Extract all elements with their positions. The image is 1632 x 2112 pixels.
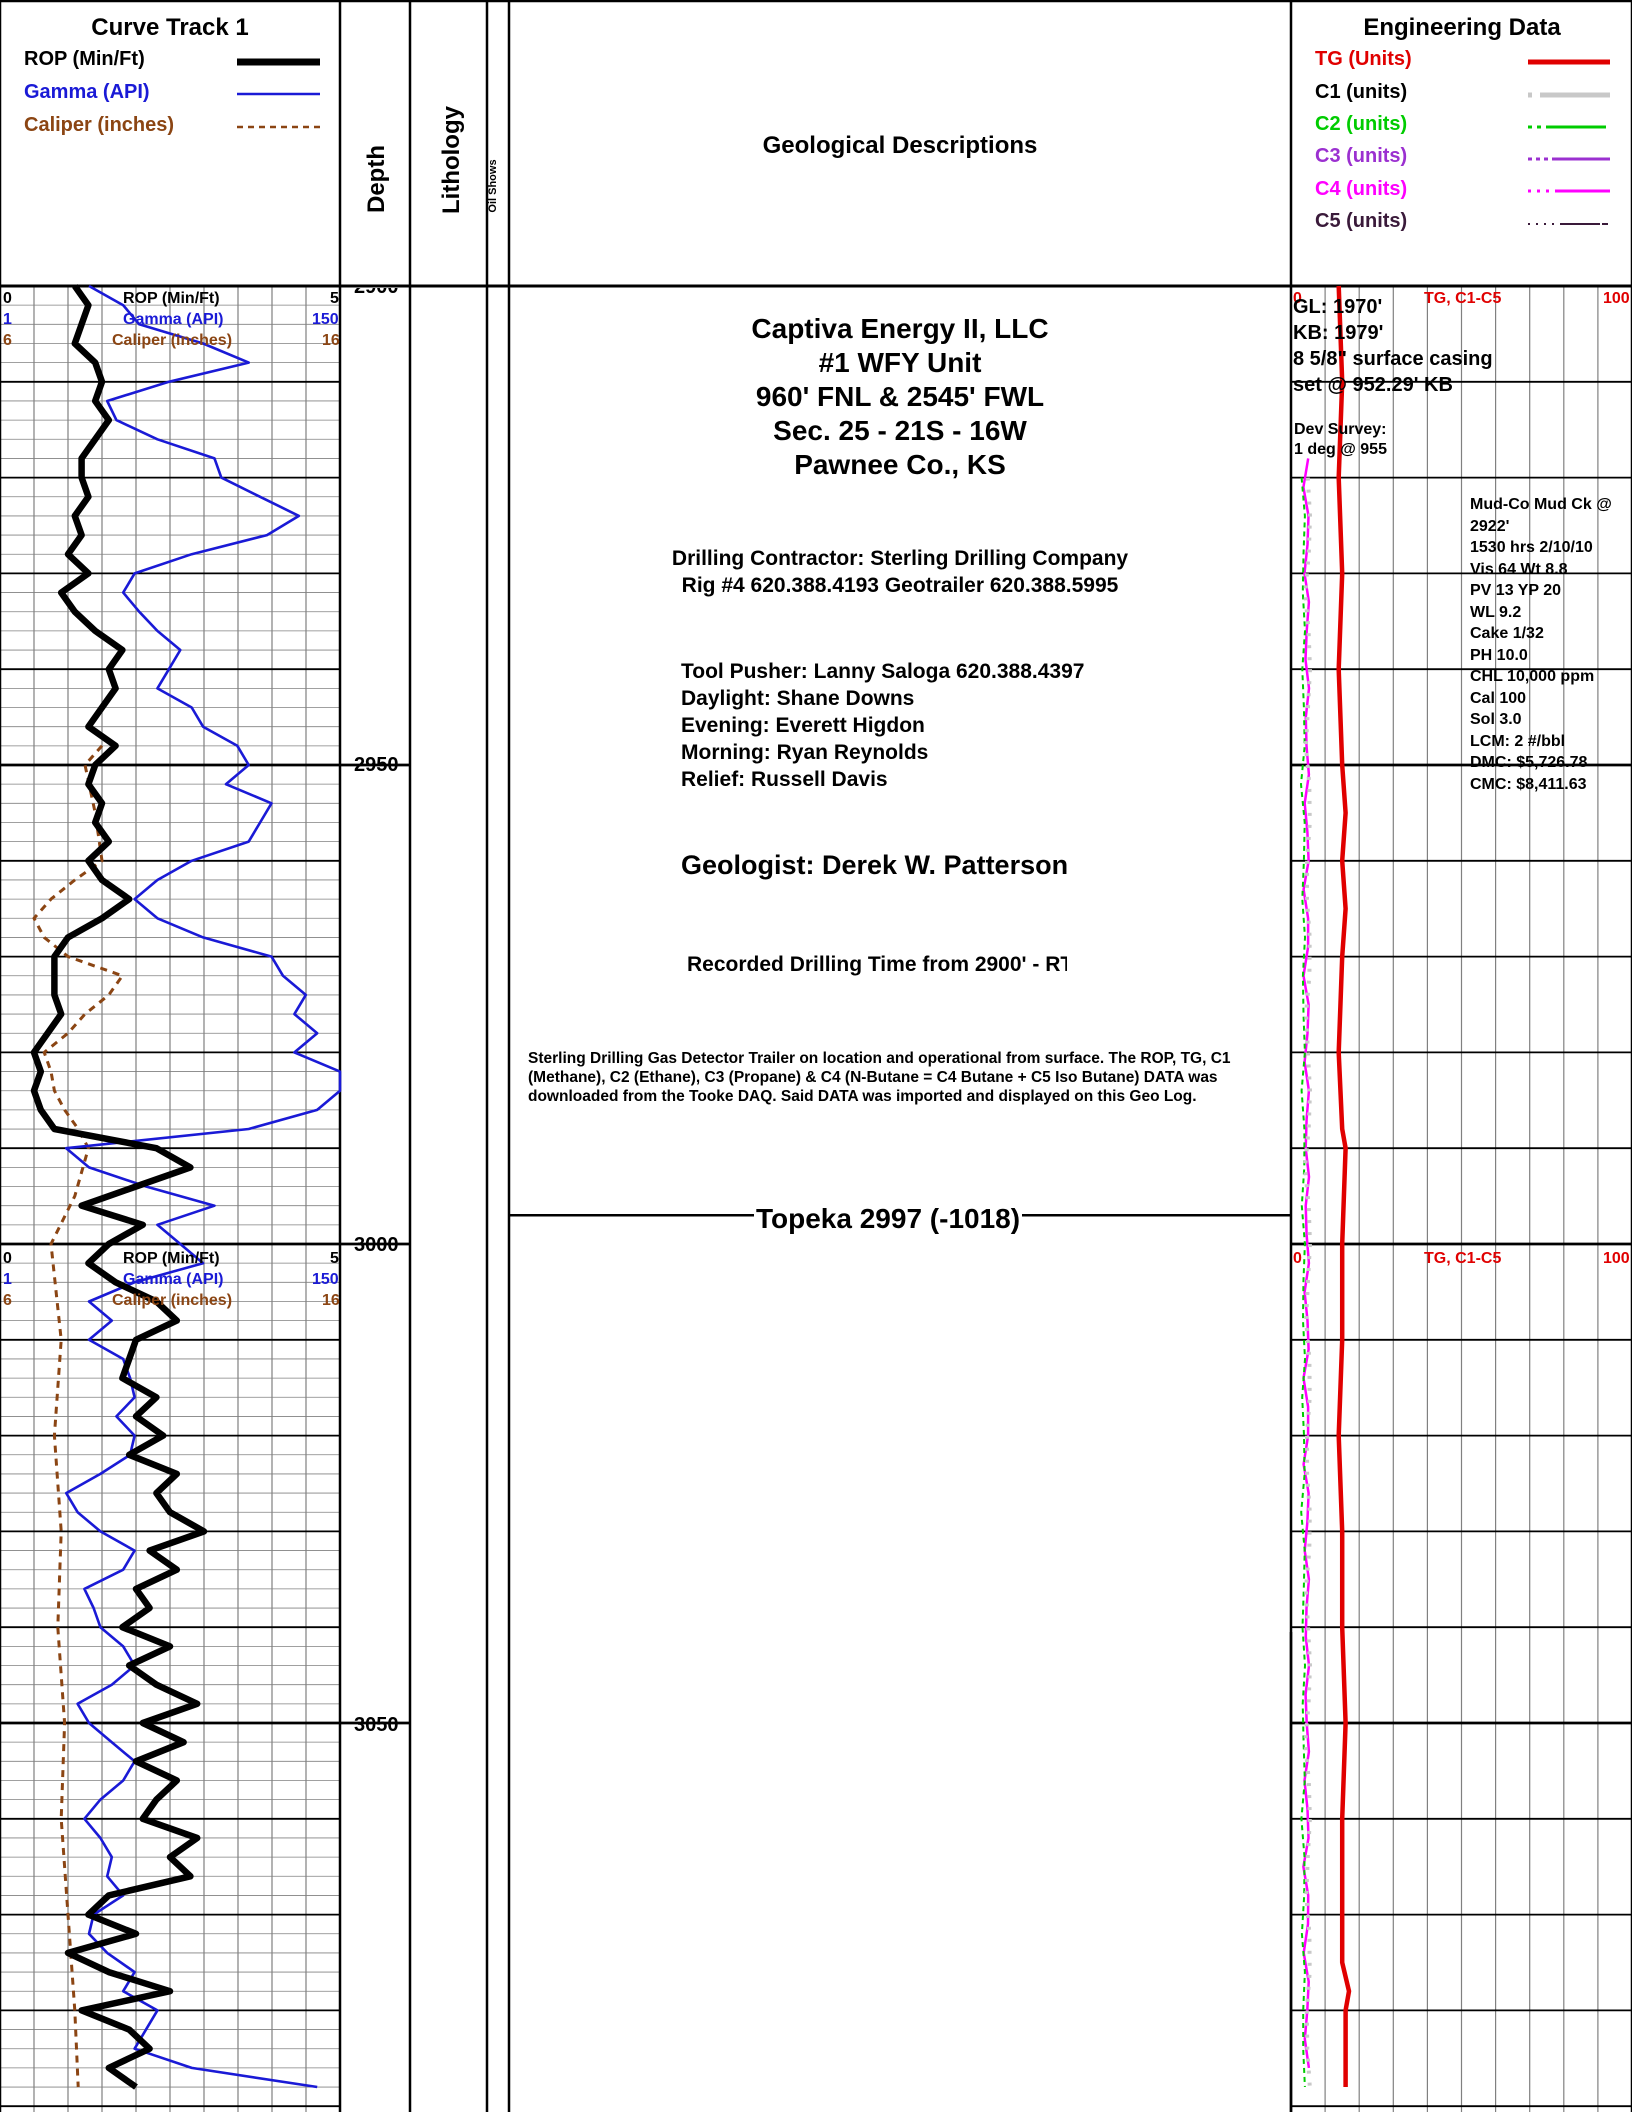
kb-note: KB: 1979' — [1293, 322, 1384, 344]
geologist: Geologist: Derek W. Patterson — [681, 850, 1069, 880]
rop-scale-label: ROP (Min/Ft) — [123, 290, 220, 307]
elevation-notes: GL: 1970' KB: 1979' 8 5/8" surface casin… — [1293, 294, 1493, 398]
mud-line: WL 9.2 — [1470, 603, 1522, 621]
caliper-scale-right: 16 — [322, 332, 340, 349]
eng-scale-left: 0 — [1293, 290, 1302, 307]
mud-line: LCM: 2 #/bbl — [1470, 732, 1566, 750]
casing-note: set @ 952.29' KB — [1293, 374, 1453, 396]
caliper-scale-label: Caliper (inches) — [112, 1292, 233, 1309]
eng-scale-right: 100 — [1603, 1250, 1630, 1267]
tg-curve — [1336, 285, 1352, 2087]
dev-survey-note: Dev Survey: 1 deg @ 955 — [1294, 420, 1387, 460]
gamma-scale-right: 150 — [312, 1271, 339, 1288]
casing-note: 8 5/8" surface casing — [1293, 348, 1493, 370]
gas-note-line: (Methane), C2 (Ethane), C3 (Propane) & C… — [528, 1069, 1218, 1086]
rop-scale-label: ROP (Min/Ft) — [123, 1250, 220, 1267]
oil-shows-label: Oil Shows — [487, 159, 499, 213]
eng-scale-left: 0 — [1293, 1250, 1302, 1267]
rop-scale-left: 0 — [3, 290, 12, 307]
section: Sec. 25 - 21S - 16W — [773, 415, 1027, 446]
legend-gamma-label: Gamma (API) — [24, 81, 150, 103]
eng-scale-label: TG, C1-C5 — [1424, 1250, 1502, 1267]
well-name: #1 WFY Unit — [818, 347, 982, 378]
caliper-scale-label: Caliper (inches) — [112, 332, 233, 349]
caliper-scale-right: 16 — [322, 1292, 340, 1309]
mud-line: PV 13 YP 20 — [1470, 582, 1562, 599]
mud-line: CMC: $8,411.63 — [1470, 775, 1587, 793]
c4-curve — [1302, 458, 1311, 2069]
legend-tg-label: TG (Units) — [1315, 48, 1412, 70]
depth-label: Depth — [363, 145, 390, 213]
mud-line: Cal 100 — [1470, 689, 1527, 707]
gamma-scale-left: 1 — [3, 1271, 12, 1288]
rop-scale-right: 5 — [330, 290, 339, 307]
mud-line: Mud-Co Mud Ck @ — [1470, 496, 1612, 513]
contractor-line: Drilling Contractor: Sterling Drilling C… — [671, 547, 1129, 570]
eng-scale-label: TG, C1-C5 — [1424, 290, 1502, 307]
dev-survey-line: 1 deg @ 955 — [1294, 441, 1387, 458]
caliper-curve — [32, 744, 124, 2088]
gamma-curve — [64, 284, 342, 2089]
legend-c3-label: C3 (units) — [1315, 145, 1408, 167]
gamma-scale-left: 1 — [3, 311, 12, 328]
caliper-scale-left: 6 — [3, 332, 12, 349]
curve-track-title: Curve Track 1 — [91, 14, 249, 41]
caliper-scale-left: 6 — [3, 1292, 12, 1309]
crew-line: Evening: Everett Higdon — [681, 714, 925, 737]
gl-note: GL: 1970' — [1293, 296, 1383, 318]
mud-line: 2922' — [1470, 517, 1510, 535]
geo-desc-label: Geological Descriptions — [762, 132, 1038, 159]
legend-c1-label: C1 (units) — [1315, 81, 1408, 103]
crew-line: Daylight: Shane Downs — [681, 687, 915, 710]
legend-c5-label: C5 (units) — [1315, 210, 1408, 232]
mud-line: Sol 3.0 — [1470, 711, 1522, 728]
mud-line: PH 10.0 — [1470, 646, 1528, 664]
legend-rop-label: ROP (Min/Ft) — [24, 48, 145, 70]
location: 960' FNL & 2545' FWL — [755, 381, 1045, 412]
legend-c2-label: C2 (units) — [1315, 113, 1408, 135]
mud-line: Vis 64 Wt 8.8 — [1470, 560, 1568, 578]
mud-line: 1530 hrs 2/10/10 — [1470, 539, 1593, 556]
crew-line: Tool Pusher: Lanny Saloga 620.388.4397 — [681, 660, 1085, 683]
dev-survey-line: Dev Survey: — [1294, 421, 1387, 438]
contractor-block: Drilling Contractor: Sterling Drilling C… — [510, 545, 1290, 599]
mud-line: DMC: $5,726.78 — [1470, 754, 1588, 771]
drilling-time: Recorded Drilling Time from 2900' - RTD — [687, 953, 1067, 976]
well-header: Captiva Energy II, LLC #1 WFY Unit 960' … — [510, 312, 1290, 482]
contractor-line: Rig #4 620.388.4193 Geotrailer 620.388.5… — [681, 574, 1119, 597]
crew-line: Morning: Ryan Reynolds — [681, 741, 929, 764]
legend-caliper-label: Caliper (inches) — [24, 114, 175, 136]
gas-note-line: Sterling Drilling Gas Detector Trailer o… — [528, 1050, 1231, 1067]
lithology-label: Lithology — [438, 106, 465, 214]
county: Pawnee Co., KS — [794, 449, 1006, 480]
c1-curve — [1302, 477, 1313, 2088]
mud-line: Cake 1/32 — [1470, 625, 1544, 642]
operator: Captiva Energy II, LLC — [751, 313, 1049, 344]
formation-top-label: Topeka 2997 (-1018) — [754, 1203, 1023, 1235]
eng-scale-right: 100 — [1603, 290, 1630, 307]
gamma-scale-label: Gamma (API) — [123, 311, 224, 328]
mud-line: CHL 10,000 ppm — [1470, 668, 1595, 685]
rop-scale-left: 0 — [3, 1250, 12, 1267]
crew-line: Relief: Russell Davis — [681, 768, 888, 791]
rop-scale-right: 5 — [330, 1250, 339, 1267]
c2-curve — [1299, 477, 1307, 2088]
depth-tick: 2950 — [354, 754, 399, 776]
gas-note-line: downloaded from the Tooke DAQ. Said DATA… — [528, 1088, 1197, 1105]
gas-note: Sterling Drilling Gas Detector Trailer o… — [528, 1049, 1231, 1106]
depth-tick: 3050 — [354, 1714, 399, 1736]
gamma-scale-label: Gamma (API) — [123, 1271, 224, 1288]
mud-check-notes: Mud-Co Mud Ck @ 2922' 1530 hrs 2/10/10 V… — [1470, 494, 1612, 795]
depth-tick: 3000 — [354, 1234, 399, 1256]
engineering-title: Engineering Data — [1363, 14, 1561, 41]
legend-c4-label: C4 (units) — [1315, 178, 1408, 200]
depth-tick: 2900 — [354, 276, 399, 298]
crew-block: Tool Pusher: Lanny Saloga 620.388.4397 D… — [681, 658, 1084, 793]
gamma-scale-right: 150 — [312, 311, 339, 328]
rop-curve — [30, 284, 208, 2090]
